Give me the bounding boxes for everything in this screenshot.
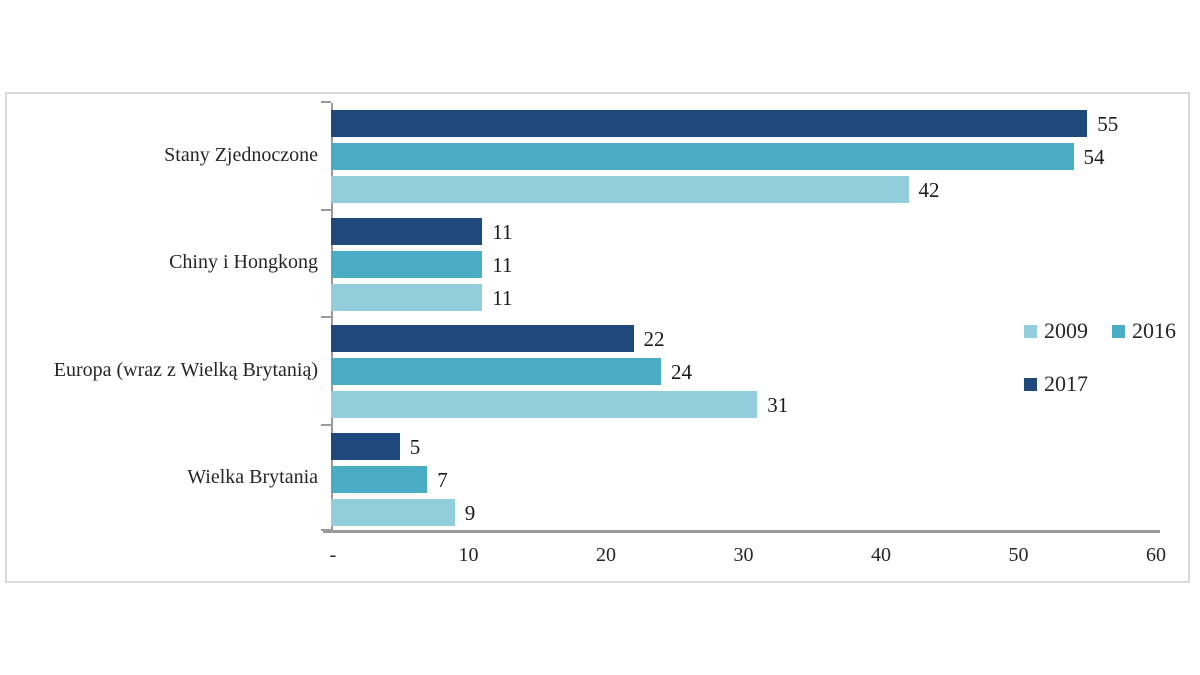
bar-2009: [331, 498, 455, 526]
legend-item-2009: 2009: [1024, 318, 1088, 344]
bar-2017: [331, 325, 634, 352]
value-label: 11: [492, 252, 513, 277]
bar-2009: [331, 283, 483, 311]
x-tick-label: 30: [733, 544, 754, 566]
value-label: 55: [1097, 112, 1119, 136]
value-label: 22: [643, 327, 665, 351]
value-label: 11: [492, 285, 513, 310]
value-label: 24: [671, 360, 692, 384]
y-axis-tick: [321, 101, 331, 103]
x-tick-label: 10: [458, 544, 479, 566]
category-label: Chiny i Hongkong: [169, 251, 318, 274]
y-axis-tick: [321, 316, 331, 318]
value-label: 11: [492, 219, 513, 244]
y-axis-tick: [321, 529, 331, 531]
bar-2016: [331, 465, 428, 493]
value-label: 54: [1083, 145, 1105, 169]
y-axis-tick: [321, 424, 331, 426]
bar-2009: [331, 391, 758, 418]
value-label: 5: [409, 434, 421, 459]
bar-2016: [331, 358, 661, 385]
bar-2017: [331, 217, 483, 245]
x-tick-label: -: [329, 544, 337, 566]
legend-item-2017: 2017: [1024, 371, 1088, 397]
y-axis-tick: [321, 209, 331, 211]
bar-2017: [331, 110, 1088, 137]
bar-2009: [331, 176, 909, 203]
x-tick-label: 60: [1146, 544, 1166, 566]
category-label: Stany Zjednoczone: [164, 143, 318, 166]
legend-swatch-2016: [1112, 324, 1125, 338]
value-label: 7: [437, 467, 448, 492]
x-axis-line: [323, 530, 1160, 533]
x-tick-label: 20: [596, 544, 616, 566]
y-axis-line: [331, 103, 333, 532]
x-tick-label: 40: [871, 544, 891, 566]
legend-swatch-2017: [1024, 377, 1037, 391]
category-label: Europa (wraz z Wielką Brytanią): [53, 358, 318, 381]
legend-label: 2009: [1044, 318, 1088, 343]
bar-2017: [331, 432, 400, 460]
value-label: 9: [464, 500, 476, 525]
bar-2016: [331, 250, 483, 278]
category-label: Wielka Brytania: [187, 466, 318, 489]
legend-swatch-2009: [1024, 324, 1037, 338]
legend-item-2016: 2016: [1112, 318, 1176, 344]
legend-label: 2017: [1044, 371, 1088, 396]
value-label: 42: [918, 178, 940, 202]
legend-label: 2016: [1132, 318, 1176, 343]
x-tick-label: 50: [1008, 544, 1029, 566]
value-label: 31: [767, 393, 789, 417]
bar-2016: [331, 143, 1074, 170]
